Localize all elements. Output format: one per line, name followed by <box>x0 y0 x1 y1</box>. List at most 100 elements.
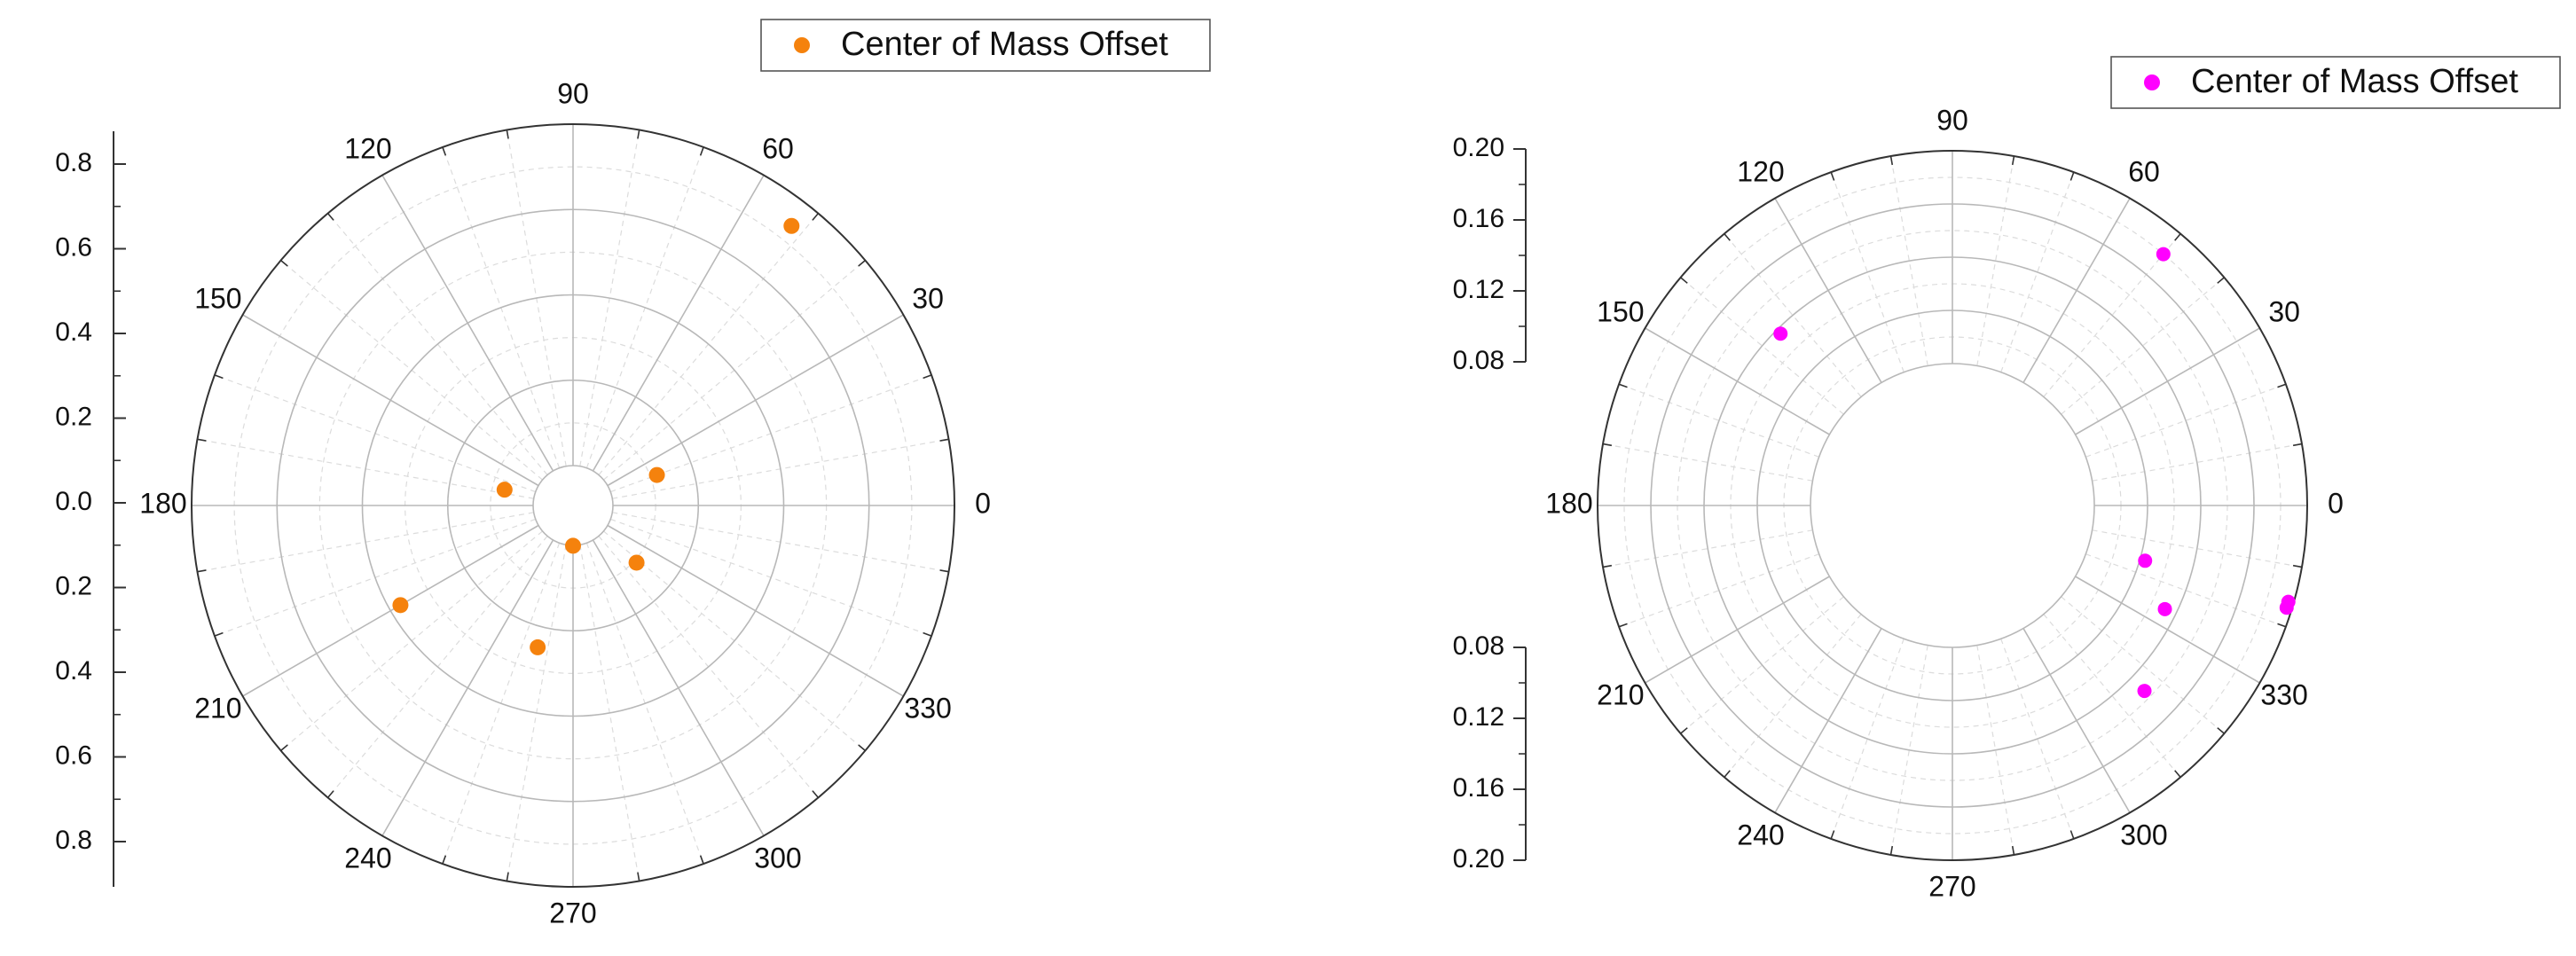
radial-axis-tick-label: 0.0 <box>55 487 92 516</box>
angle-tick <box>326 213 334 221</box>
major-spoke-gridline <box>1645 327 1830 435</box>
angle-tick <box>214 631 224 637</box>
angle-tick <box>2174 233 2181 241</box>
data-point <box>392 597 409 614</box>
legend-box <box>760 19 1211 72</box>
polar-chart-right: 0 30 60 90 120 150 180 210 240 270 300 330 0.20 0.16 0… <box>1453 56 2561 902</box>
angle-tick <box>197 569 207 573</box>
angle-tick <box>2011 845 2015 856</box>
major-spoke-gridline <box>607 314 904 487</box>
angle-tick <box>812 790 820 798</box>
angle-tick <box>2217 727 2225 734</box>
angle-tick-label: 270 <box>1928 870 1975 902</box>
angle-tick <box>197 438 207 442</box>
angle-tick <box>280 259 288 267</box>
radial-axis-tick-label: 0.08 <box>1453 631 1504 661</box>
minor-spoke-gridline <box>2092 529 2303 568</box>
angle-tick <box>2174 770 2181 778</box>
legend-marker <box>794 37 810 53</box>
minor-spoke-gridline <box>2043 233 2181 397</box>
angle-tick <box>812 213 820 221</box>
minor-spoke-gridline <box>1618 383 1819 458</box>
angle-tick <box>2292 564 2303 568</box>
radial-axis-tick-label: 0.6 <box>55 232 92 262</box>
angle-tick-label: 180 <box>139 487 186 519</box>
angle-tick-label: 90 <box>1936 104 1968 136</box>
major-spoke-gridline <box>592 539 765 836</box>
angle-tick-label: 90 <box>557 77 589 109</box>
outer-ring <box>191 123 955 888</box>
minor-spoke-gridline <box>1680 277 1844 415</box>
angle-tick-label: 210 <box>194 692 241 724</box>
minor-spoke-gridline <box>1724 233 1862 397</box>
data-point <box>565 537 581 554</box>
legend-box <box>2110 56 2561 109</box>
angle-tick <box>1618 383 1628 388</box>
angle-tick-label: 330 <box>904 692 951 724</box>
radial-axis-tick-label: 0.8 <box>55 826 92 855</box>
major-spoke-gridline <box>381 175 554 472</box>
major-spoke-gridline <box>381 539 554 836</box>
angle-tick <box>699 146 704 156</box>
major-spoke-gridline <box>2022 628 2131 813</box>
angle-tick <box>939 569 949 573</box>
major-spoke-gridline <box>2075 327 2260 435</box>
angle-tick <box>858 259 866 267</box>
minor-spoke-gridline <box>1618 553 1819 628</box>
major-spoke-gridline <box>1774 198 1882 383</box>
major-spoke-gridline <box>592 175 765 472</box>
radial-axis-tick-label: 0.12 <box>1453 702 1504 732</box>
plot-area <box>192 124 954 887</box>
angle-tick <box>326 790 334 798</box>
angle-tick-label: 240 <box>1737 819 1784 851</box>
minor-spoke-gridline <box>2043 614 2181 778</box>
minor-spoke-gridline <box>1889 155 1928 366</box>
angle-tick-label: 150 <box>194 282 241 314</box>
minor-spoke-gridline <box>1830 171 1905 372</box>
polar-chart-left: 0 30 60 90 120 150 180 210 240 270 300 330 0.8 0.6 0.4… <box>55 19 1211 929</box>
outer-ring <box>1597 150 2308 861</box>
major-spoke-gridline <box>242 524 539 697</box>
major-spoke-gridline <box>607 524 904 697</box>
major-spoke-gridline <box>1774 628 1882 813</box>
data-point <box>783 217 800 234</box>
data-point <box>1773 326 1788 341</box>
data-point <box>2281 594 2296 609</box>
angle-tick <box>442 855 447 865</box>
data-point <box>648 466 665 483</box>
angle-tick <box>939 438 949 442</box>
angle-tick <box>2277 383 2287 388</box>
angle-tick <box>442 146 447 156</box>
angle-tick <box>1602 443 1613 447</box>
angle-tick-label: 0 <box>975 487 991 519</box>
data-point <box>496 482 513 498</box>
angle-tick <box>699 855 704 865</box>
major-spoke-gridline <box>2022 198 2131 383</box>
plot-area <box>1598 151 2307 860</box>
radial-axis-tick-label: 0.20 <box>1453 844 1504 874</box>
angle-tick <box>923 631 932 637</box>
radial-axis-tick-label: 0.2 <box>55 402 92 431</box>
angle-tick-label: 30 <box>912 282 944 314</box>
data-point <box>530 639 546 655</box>
angle-tick <box>2277 623 2287 628</box>
radial-axis-tick-label: 0.20 <box>1453 133 1504 162</box>
legend-label: Center of Mass Offset <box>841 26 1168 63</box>
minor-spoke-gridline <box>2000 639 2075 840</box>
angle-tick-label: 270 <box>549 897 596 929</box>
angle-tick <box>1602 564 1613 568</box>
angle-tick-label: 210 <box>1597 678 1644 710</box>
major-spoke-gridline <box>1645 576 1830 684</box>
minor-spoke-gridline <box>2085 383 2287 458</box>
radial-axis-tick-label: 0.12 <box>1453 275 1504 304</box>
major-spoke-gridline <box>2075 576 2260 684</box>
radial-axis-tick-label: 0.16 <box>1453 204 1504 233</box>
major-spoke-gridline <box>242 314 539 487</box>
angle-tick <box>1889 155 1894 166</box>
minor-spoke-gridline <box>1602 443 1813 482</box>
angle-tick-label: 150 <box>1597 295 1644 327</box>
legend-label: Center of Mass Offset <box>2191 63 2518 100</box>
data-point <box>2156 247 2171 262</box>
angle-tick <box>2011 155 2015 166</box>
